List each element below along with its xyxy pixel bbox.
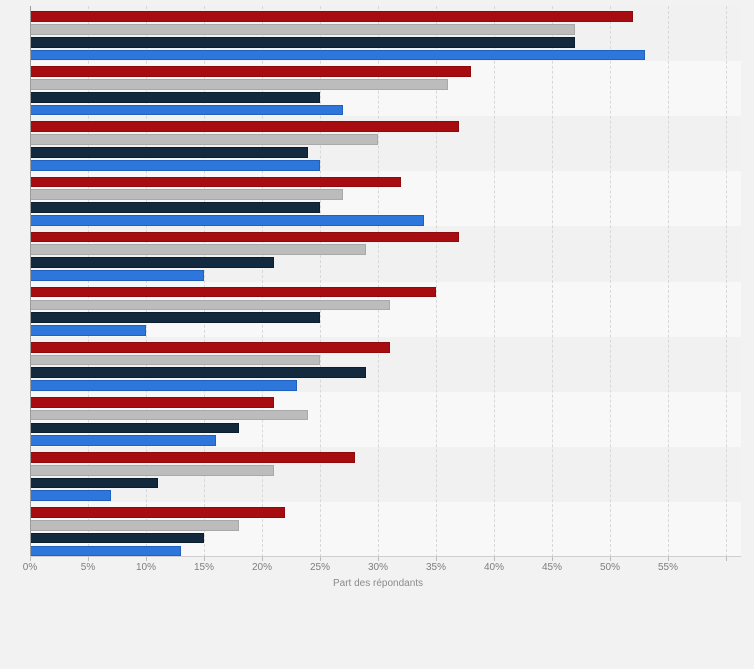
bar-series-gray-group2[interactable]: [30, 79, 448, 90]
bar-series-gray-group8[interactable]: [30, 409, 309, 421]
bar-series-blue-group7[interactable]: [30, 380, 297, 391]
bar-series-blue-group2[interactable]: [30, 104, 344, 116]
axis-tick-35pct: [436, 557, 437, 561]
bar-series-darkblue-group5[interactable]: [30, 257, 274, 268]
gridline-25pct: [320, 6, 321, 557]
bar-series-gray-group5[interactable]: [30, 244, 367, 256]
axis-tick-label-25pct: 25%: [309, 562, 330, 573]
axis-tick-10pct: [146, 557, 147, 561]
y-axis-line: [30, 6, 31, 557]
bar-series-darkblue-group6[interactable]: [30, 312, 320, 324]
bar-series-gray-group6[interactable]: [30, 299, 390, 311]
bar-series-blue-group8[interactable]: [30, 435, 216, 447]
gridline-50pct: [610, 6, 611, 557]
axis-tick-label-45pct: 45%: [541, 562, 562, 573]
bar-series-red-group7[interactable]: [30, 341, 390, 353]
axis-tick-label-35pct: 35%: [425, 562, 446, 573]
bar-series-gray-group10[interactable]: [30, 519, 239, 531]
bar-series-blue-group5[interactable]: [30, 270, 204, 281]
bar-series-darkblue-group3[interactable]: [30, 147, 309, 158]
axis-tick-label-10pct: 10%: [135, 562, 156, 573]
gridline-10pct: [146, 6, 147, 557]
gridline-15pct: [204, 6, 205, 557]
axis-tick-55pct: [668, 557, 669, 561]
gridline-45pct: [552, 6, 553, 557]
axis-tick-25pct: [320, 557, 321, 561]
axis-tick-label-30pct: 30%: [367, 562, 388, 573]
axis-tick-45pct: [552, 557, 553, 561]
gridline-20pct: [262, 6, 263, 557]
bar-series-darkblue-group9[interactable]: [30, 477, 158, 489]
axis-tick-0pct: [30, 557, 31, 561]
gridline-5pct: [88, 6, 89, 557]
bar-series-red-group1[interactable]: [30, 11, 634, 22]
bar-series-gray-group7[interactable]: [30, 354, 320, 366]
axis-tick-label-15pct: 15%: [193, 562, 214, 573]
axis-tick-30pct: [378, 557, 379, 561]
bar-series-darkblue-group4[interactable]: [30, 202, 320, 213]
bar-series-gray-group3[interactable]: [30, 134, 378, 145]
bar-series-blue-group10[interactable]: [30, 545, 181, 557]
bar-series-red-group4[interactable]: [30, 176, 402, 188]
axis-tick-60pct: [726, 557, 727, 561]
bar-series-blue-group9[interactable]: [30, 490, 112, 502]
bar-series-red-group10[interactable]: [30, 507, 286, 518]
bar-series-darkblue-group10[interactable]: [30, 532, 204, 544]
bar-series-darkblue-group2[interactable]: [30, 91, 320, 103]
bar-series-gray-group9[interactable]: [30, 464, 274, 476]
bar-series-red-group9[interactable]: [30, 452, 355, 463]
axis-tick-40pct: [494, 557, 495, 561]
axis-tick-label-40pct: 40%: [483, 562, 504, 573]
axis-tick-50pct: [610, 557, 611, 561]
axis-tick-label-50pct: 50%: [599, 562, 620, 573]
gridline-60pct: [726, 6, 727, 557]
bar-series-red-group5[interactable]: [30, 231, 460, 243]
bar-series-darkblue-group1[interactable]: [30, 36, 576, 48]
x-axis-line: [30, 556, 741, 557]
gridline-40pct: [494, 6, 495, 557]
bar-series-blue-group6[interactable]: [30, 325, 146, 336]
bar-series-red-group3[interactable]: [30, 121, 460, 133]
bar-series-blue-group4[interactable]: [30, 214, 425, 226]
bar-series-gray-group1[interactable]: [30, 24, 576, 35]
axis-tick-label-55pct: 55%: [657, 562, 678, 573]
axis-tick-label-0pct: 0%: [22, 562, 38, 573]
bar-series-darkblue-group8[interactable]: [30, 422, 239, 434]
x-axis-title: Part des répondants: [332, 578, 424, 589]
gridline-35pct: [436, 6, 437, 557]
bar-series-red-group2[interactable]: [30, 66, 471, 78]
bar-series-blue-group3[interactable]: [30, 159, 320, 171]
axis-tick-20pct: [262, 557, 263, 561]
plot-area: [30, 6, 741, 557]
axis-tick-5pct: [88, 557, 89, 561]
bar-series-red-group8[interactable]: [30, 396, 274, 408]
axis-tick-label-20pct: 20%: [251, 562, 272, 573]
gridline-55pct: [668, 6, 669, 557]
bar-series-gray-group4[interactable]: [30, 189, 344, 201]
bar-series-darkblue-group7[interactable]: [30, 367, 367, 379]
bar-series-blue-group1[interactable]: [30, 49, 645, 61]
axis-tick-label-5pct: 5%: [80, 562, 96, 573]
axis-tick-15pct: [204, 557, 205, 561]
gridline-30pct: [378, 6, 379, 557]
bar-series-red-group6[interactable]: [30, 286, 436, 298]
